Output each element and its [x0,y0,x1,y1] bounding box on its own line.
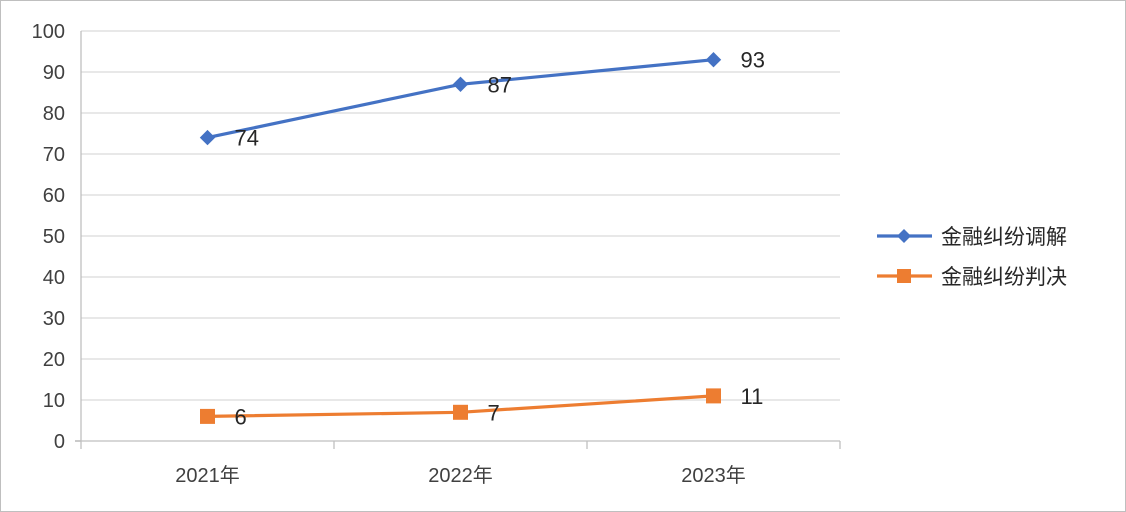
y-tick-label: 60 [43,185,65,207]
data-label: 7 [488,400,500,425]
y-tick-label: 70 [43,144,65,166]
legend-entry-label: 金融纠纷判决 [941,265,1067,289]
y-tick-label: 20 [43,349,65,371]
x-tick-label: 2022年 [428,464,493,487]
y-tick-label: 90 [43,62,65,84]
data-labels: 74 87 93 6 7 11 [235,48,765,430]
y-tick-label: 40 [43,267,65,289]
data-point-marker [705,51,722,68]
data-label: 93 [741,48,765,73]
x-tick-label: 2023年 [681,464,746,487]
data-label: 6 [235,404,247,429]
y-tick-label: 10 [43,390,65,412]
data-label: 87 [488,72,512,97]
legend-swatch-marker [897,229,911,243]
y-tick-label: 30 [43,308,65,330]
series-markers [199,51,722,424]
y-tick-labels: 0 10 20 30 40 50 60 70 80 90 100 [32,21,65,453]
data-label: 11 [741,384,764,409]
y-tick-label: 50 [43,226,65,248]
legend-entry-label: 金融纠纷调解 [941,225,1067,249]
data-point-marker [200,408,215,424]
data-point-marker [453,404,468,420]
y-tick-label: 80 [43,103,65,125]
x-tick-label: 2021年 [175,464,240,487]
data-point-marker [706,388,721,404]
data-point-marker [199,129,216,146]
legend-swatch-marker [897,269,911,283]
data-label: 74 [235,126,259,151]
y-tick-label: 100 [32,21,65,43]
axes [75,31,841,449]
y-tick-label: 0 [54,431,65,453]
data-point-marker [452,76,469,93]
x-tick-labels: 2021年 2022年 2023年 [175,464,746,487]
